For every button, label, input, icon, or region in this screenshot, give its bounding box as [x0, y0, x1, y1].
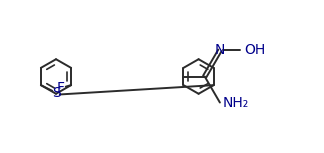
Text: N: N [215, 43, 225, 58]
Text: S: S [52, 86, 61, 100]
Text: OH: OH [244, 43, 265, 58]
Text: NH₂: NH₂ [223, 95, 249, 110]
Text: F: F [56, 81, 64, 95]
